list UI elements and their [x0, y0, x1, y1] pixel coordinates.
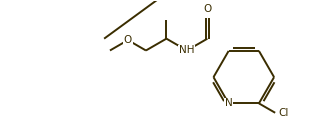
- Text: O: O: [203, 4, 212, 14]
- Text: O: O: [124, 35, 132, 45]
- Text: Cl: Cl: [279, 108, 289, 118]
- Text: NH: NH: [179, 45, 195, 55]
- Text: N: N: [225, 98, 232, 108]
